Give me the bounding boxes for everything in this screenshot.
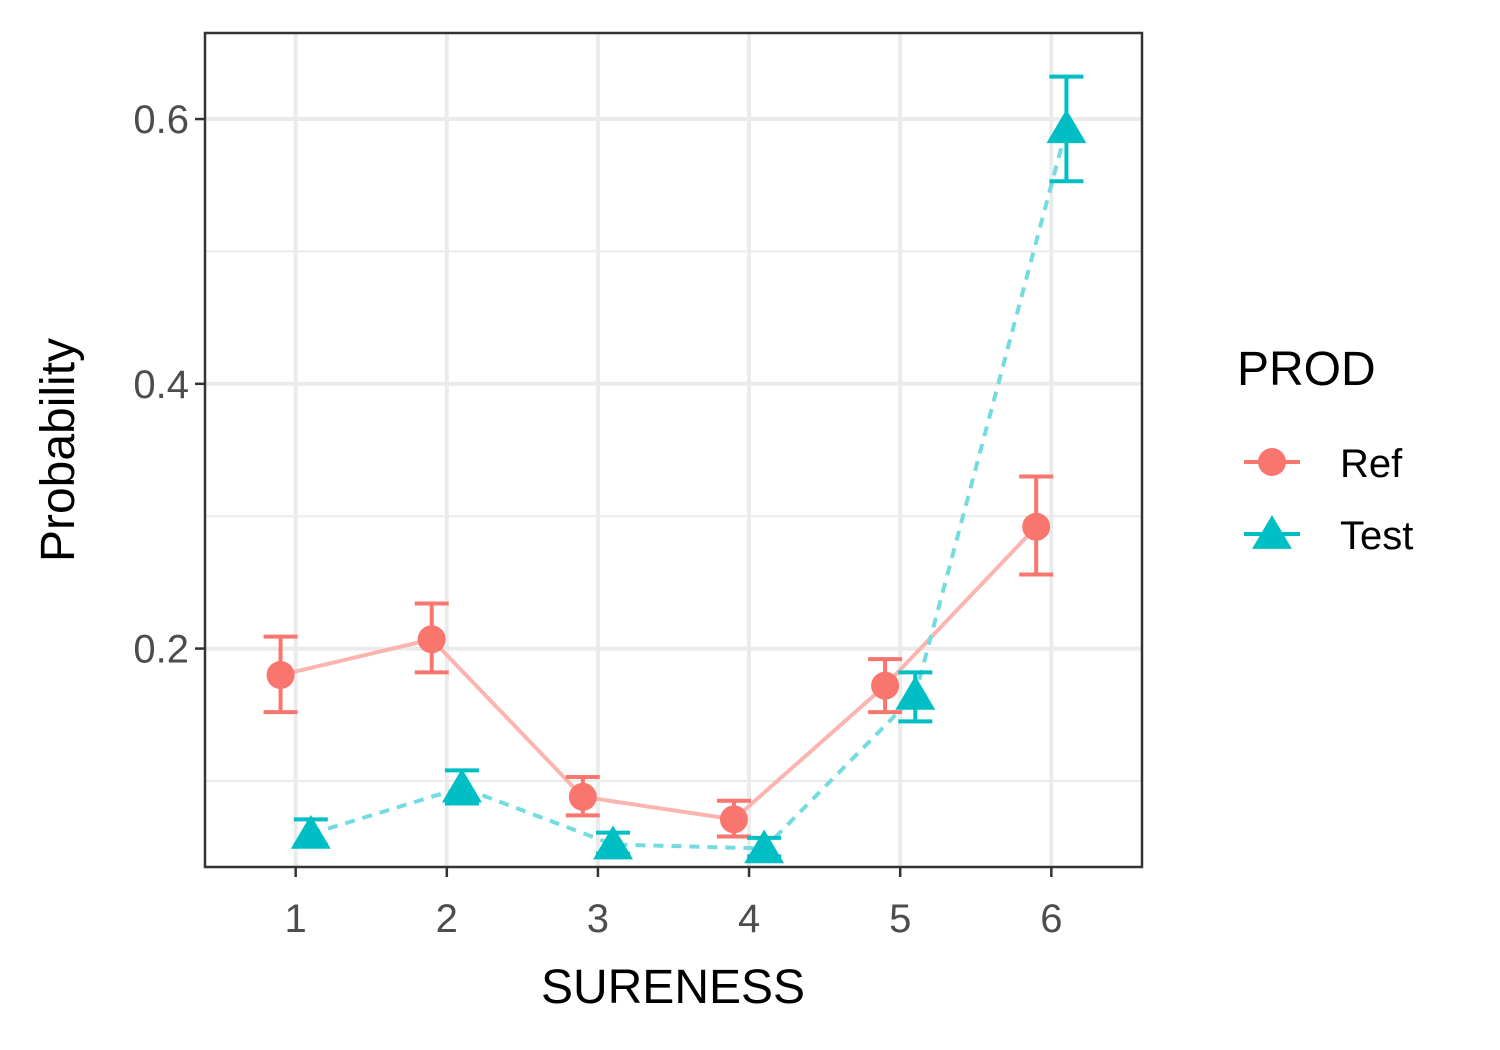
y-tick-label-1: 0.4 bbox=[133, 363, 189, 407]
series-line-test bbox=[310, 127, 1069, 851]
point-ref-3 bbox=[568, 782, 597, 811]
y-axis-title: Probability bbox=[32, 338, 85, 562]
legend-label-test: Test bbox=[1340, 514, 1413, 558]
point-ref-2 bbox=[417, 625, 446, 654]
y-tick-label-2: 0.6 bbox=[133, 98, 189, 142]
x-tick-label-5: 6 bbox=[1040, 897, 1062, 941]
axis-ticks: 0.2 0.4 0.6 1 2 3 4 5 6 bbox=[133, 98, 1062, 941]
point-test-3 bbox=[593, 825, 633, 860]
y-tick-label-0: 0.2 bbox=[133, 628, 189, 672]
point-ref-4 bbox=[719, 805, 748, 834]
series-line-ref bbox=[280, 525, 1038, 822]
point-ref-5 bbox=[871, 671, 900, 700]
legend-item-test: Test bbox=[1244, 514, 1413, 558]
plot-border bbox=[203, 31, 1144, 869]
x-tick-label-4: 5 bbox=[889, 897, 911, 941]
point-test-5 bbox=[895, 675, 936, 710]
legend-key-marker-ref bbox=[1258, 448, 1286, 476]
legend-label-ref: Ref bbox=[1340, 442, 1403, 486]
x-axis-title: SURENESS bbox=[541, 961, 805, 1014]
x-tick-label-0: 1 bbox=[285, 897, 307, 941]
x-tick-label-2: 3 bbox=[587, 897, 609, 941]
x-tick-label-1: 2 bbox=[436, 897, 458, 941]
point-test-4 bbox=[744, 829, 785, 864]
legend-key-marker-test bbox=[1252, 515, 1292, 549]
x-tick-label-3: 4 bbox=[738, 897, 760, 941]
legend: PROD Ref Test bbox=[1237, 343, 1413, 558]
legend-item-ref: Ref bbox=[1244, 442, 1403, 486]
plot-panel bbox=[205, 33, 1142, 867]
series-test bbox=[290, 74, 1087, 864]
point-ref-1 bbox=[266, 661, 295, 690]
point-test-1 bbox=[290, 814, 331, 849]
series-ref bbox=[263, 474, 1054, 839]
point-test-6 bbox=[1046, 109, 1087, 144]
point-test-2 bbox=[441, 768, 482, 803]
point-ref-6 bbox=[1022, 512, 1051, 541]
legend-title: PROD bbox=[1237, 343, 1376, 396]
grid-major bbox=[205, 33, 1142, 867]
series-layer bbox=[263, 74, 1087, 864]
grid-minor bbox=[205, 250, 1142, 782]
